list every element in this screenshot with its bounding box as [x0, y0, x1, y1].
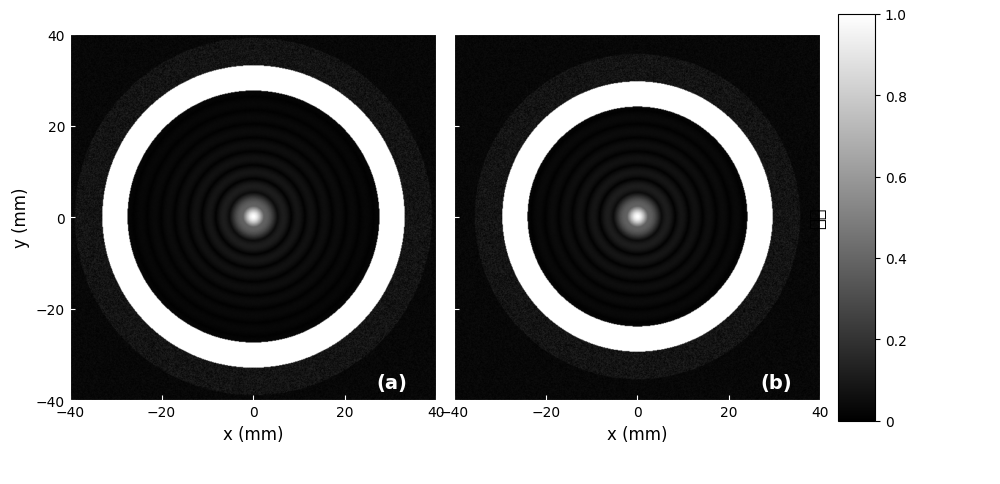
Text: (a): (a)	[377, 373, 408, 392]
Text: (b): (b)	[761, 373, 792, 392]
Y-axis label: y (mm): y (mm)	[12, 188, 30, 248]
Y-axis label: 声压: 声压	[809, 207, 827, 228]
X-axis label: x (mm): x (mm)	[607, 425, 668, 443]
X-axis label: x (mm): x (mm)	[223, 425, 283, 443]
